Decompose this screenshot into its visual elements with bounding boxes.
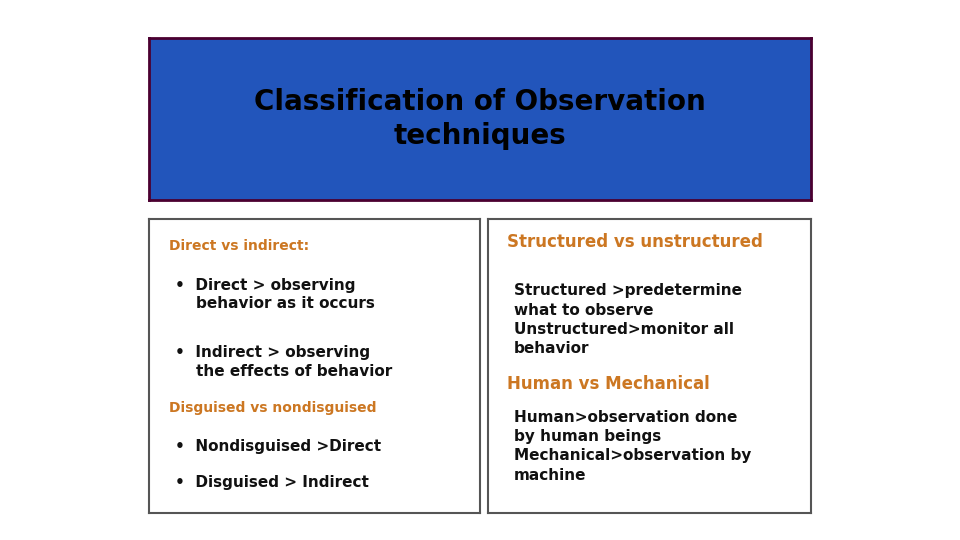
Text: Human>observation done
by human beings
Mechanical>observation by
machine: Human>observation done by human beings M… [514,410,751,483]
Text: Human vs Mechanical: Human vs Mechanical [507,375,709,393]
Text: Classification of Observation
techniques: Classification of Observation techniques [254,87,706,150]
Text: •  Direct > observing
    behavior as it occurs: • Direct > observing behavior as it occu… [176,278,375,311]
Text: •  Disguised > Indirect: • Disguised > Indirect [176,475,370,490]
Text: Direct vs indirect:: Direct vs indirect: [169,239,309,253]
Text: Disguised vs nondisguised: Disguised vs nondisguised [169,401,376,415]
Text: Structured >predetermine
what to observe
Unstructured>monitor all
behavior: Structured >predetermine what to observe… [514,284,741,356]
Text: •  Nondisguised >Direct: • Nondisguised >Direct [176,440,381,455]
Text: •  Indirect > observing
    the effects of behavior: • Indirect > observing the effects of be… [176,345,393,379]
Text: Structured vs unstructured: Structured vs unstructured [507,233,763,252]
